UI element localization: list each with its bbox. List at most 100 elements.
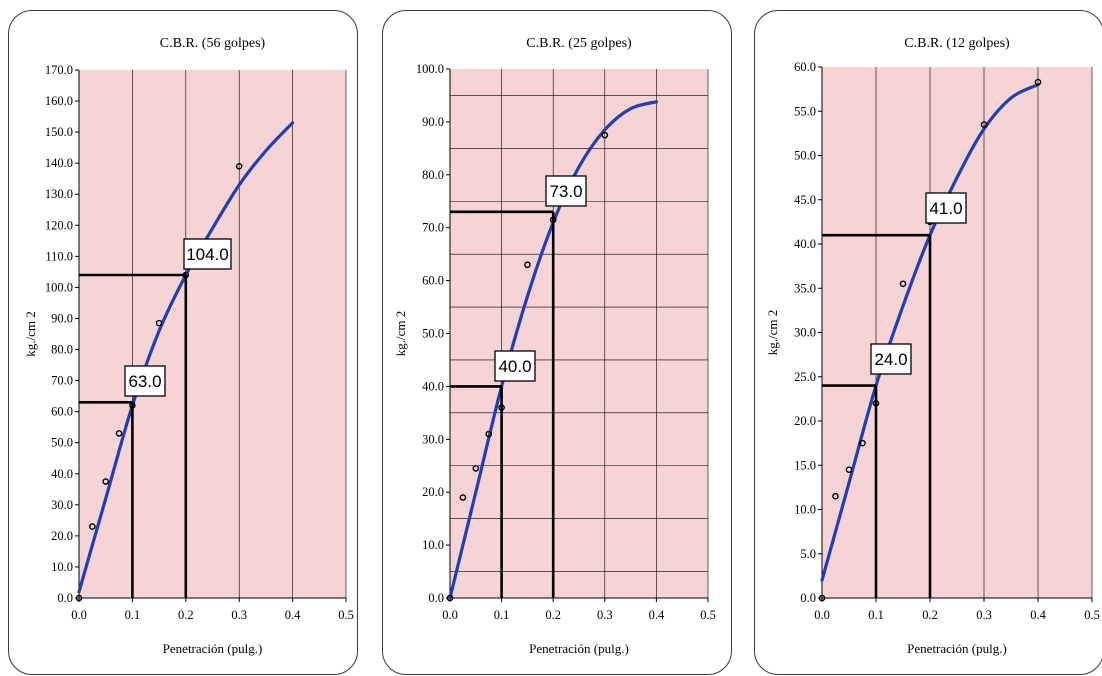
data-point-marker [155, 319, 163, 327]
y-tick-label: 130.0 [45, 187, 73, 201]
callout-box [124, 365, 166, 397]
cbr-chart-25-golpes: 0.0 10.0 20.0 30.0 40.0 50.0 60.0 70.0 80.0 90.0 1… [393, 36, 716, 656]
y-tick-label: 20.0 [422, 485, 444, 499]
x-tick-label: 0.2 [922, 608, 938, 622]
x-tick-label: 0.3 [597, 608, 613, 622]
y-tick-label: 60.0 [422, 274, 444, 288]
y-tick-label: 140.0 [45, 156, 73, 170]
y-tick-label: 10.0 [51, 560, 73, 574]
chart-title: C.B.R. (56 golpes) [160, 36, 266, 51]
y-tick-label: 50.0 [51, 436, 73, 450]
y-tick-label: 60.0 [51, 405, 73, 419]
y-tick-label: 10.0 [794, 503, 816, 517]
data-point-marker [115, 430, 123, 437]
callout-value-label: 63.0 [128, 372, 161, 391]
x-axis-label: Penetración (pulg.) [163, 641, 263, 656]
fit-curve-line [820, 83, 1040, 582]
y-tick-label: 0.0 [428, 591, 444, 605]
y-tick-label: 150.0 [45, 125, 73, 139]
callout-value-label: 24.0 [874, 350, 907, 369]
data-point-marker [235, 162, 243, 170]
y-tick-label: 90.0 [51, 311, 73, 325]
data-point-marker [75, 594, 83, 602]
y-tick-label: 100.0 [416, 62, 444, 76]
y-axis-label: kg./cm 2 [23, 311, 38, 357]
plot-area [450, 69, 708, 598]
chart-panel-12-golpes: 0.0 5.0 10.0 15.0 20.0 25.0 30.0 35.0 40.0 45.0 50… [754, 10, 1102, 675]
y-tick-label: 15.0 [794, 458, 816, 472]
data-point-marker [472, 465, 480, 472]
y-tick-label: 55.0 [794, 104, 816, 118]
x-tick-label: 0.2 [178, 608, 194, 622]
x-tick-label: 0.2 [545, 608, 561, 622]
y-tick-label: 160.0 [45, 94, 73, 108]
y-tick-label: 80.0 [422, 168, 444, 182]
data-point-marker [485, 430, 492, 438]
plot-area [79, 70, 346, 598]
y-tick-label: 50.0 [794, 149, 816, 163]
y-tick-label: 35.0 [794, 281, 816, 295]
chart-title: C.B.R. (25 golpes) [526, 36, 632, 51]
data-point-marker [89, 523, 96, 530]
x-tick-label: 0.5 [700, 608, 716, 622]
data-point-marker [524, 261, 531, 269]
y-tick-label: 120.0 [45, 218, 73, 232]
x-axis-label: Penetración (pulg.) [529, 641, 629, 656]
y-tick-label: 20.0 [794, 414, 816, 428]
y-tick-label: 100.0 [45, 280, 73, 294]
data-point-marker [845, 466, 853, 473]
data-point-marker [102, 478, 109, 485]
x-tick-label: 0.0 [71, 608, 87, 622]
y-axis-label: kg./cm 2 [765, 310, 780, 356]
y-tick-label: 170.0 [45, 63, 73, 77]
x-axis-label: Penetración (pulg.) [907, 641, 1007, 656]
chart-panel-56-golpes: 0.0 10.0 20.0 30.0 40.0 50.0 60.0 70.0 80.0 90.0 1… [8, 10, 358, 675]
callout-box [494, 350, 536, 382]
callout-value-label: 73.0 [549, 182, 582, 201]
y-tick-label: 20.0 [51, 529, 73, 543]
callout-value-label: 104.0 [186, 245, 229, 264]
chart-title: C.B.R. (12 golpes) [904, 36, 1010, 51]
y-tick-label: 25.0 [794, 370, 816, 384]
x-tick-label: 0.0 [442, 608, 458, 622]
y-tick-label: 0.0 [57, 591, 73, 605]
callout-box [545, 175, 587, 207]
data-point-marker [601, 131, 609, 139]
x-tick-label: 0.1 [125, 608, 141, 622]
y-tick-label: 70.0 [422, 221, 444, 235]
data-point-marker [899, 280, 907, 288]
y-tick-label: 45.0 [794, 193, 816, 207]
y-tick-label: 10.0 [422, 538, 444, 552]
y-tick-label: 0.0 [800, 591, 816, 605]
callout-box [183, 238, 232, 270]
fit-curve-line [77, 121, 295, 594]
cbr-chart-56-golpes: 0.0 10.0 20.0 30.0 40.0 50.0 60.0 70.0 80.0 90.0 1… [23, 36, 354, 656]
y-tick-label: 40.0 [794, 237, 816, 251]
x-tick-label: 0.0 [814, 608, 830, 622]
y-tick-label: 30.0 [422, 432, 444, 446]
x-tick-label: 0.3 [231, 608, 247, 622]
x-tick-label: 0.5 [1084, 608, 1100, 622]
x-tick-label: 0.3 [976, 608, 992, 622]
x-tick-label: 0.1 [494, 608, 510, 622]
x-tick-label: 0.4 [1030, 608, 1046, 622]
y-tick-label: 40.0 [51, 467, 73, 481]
y-tick-label: 80.0 [51, 343, 73, 357]
data-point-marker [1034, 78, 1042, 86]
callout-value-label: 41.0 [929, 199, 962, 218]
data-point-marker [859, 439, 866, 447]
plot-area [822, 67, 1092, 598]
y-tick-label: 5.0 [800, 547, 816, 561]
callout-box [925, 192, 967, 224]
y-tick-label: 50.0 [422, 327, 444, 341]
chart-panel-25-golpes: 0.0 10.0 20.0 30.0 40.0 50.0 60.0 70.0 80.0 90.0 1… [382, 10, 732, 675]
y-tick-label: 30.0 [51, 498, 73, 512]
y-tick-label: 30.0 [794, 326, 816, 340]
x-tick-label: 0.5 [338, 608, 354, 622]
y-tick-label: 70.0 [51, 374, 73, 388]
callout-value-label: 40.0 [498, 357, 531, 376]
data-point-marker [818, 594, 826, 602]
fit-curve-line [448, 100, 658, 600]
data-point-marker [459, 494, 467, 501]
callout-box [870, 343, 912, 375]
